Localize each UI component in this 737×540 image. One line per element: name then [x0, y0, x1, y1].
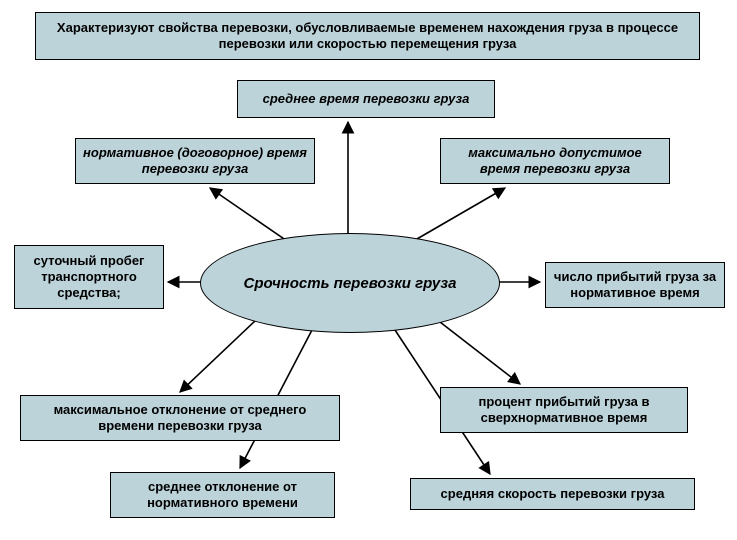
- node-avg_dev: среднее отклонение от нормативного време…: [110, 472, 335, 518]
- center-ellipse: Срочность перевозки груза: [200, 233, 500, 333]
- header-box: Характеризуют свойства перевозки, обусло…: [35, 12, 700, 60]
- node-pct_over: процент прибытий груза в сверхнормативно…: [440, 387, 688, 433]
- node-avg_speed: средняя скорость перевозки груза: [410, 478, 695, 510]
- node-max_time: максимально допустимое время перевозки г…: [440, 138, 670, 184]
- node-max_dev: максимальное отклонение от среднего врем…: [20, 395, 340, 441]
- node-avg_time: среднее время перевозки груза: [237, 80, 495, 118]
- node-daily_run: суточный пробег транспортного средства;: [14, 245, 164, 309]
- node-arrivals_norm: число прибытий груза за нормативное врем…: [545, 262, 725, 308]
- header-text: Характеризуют свойства перевозки, обусло…: [42, 20, 693, 53]
- center-text: Срочность перевозки груза: [244, 275, 457, 292]
- node-norm_time: нормативное (договорное) время перевозки…: [75, 138, 315, 184]
